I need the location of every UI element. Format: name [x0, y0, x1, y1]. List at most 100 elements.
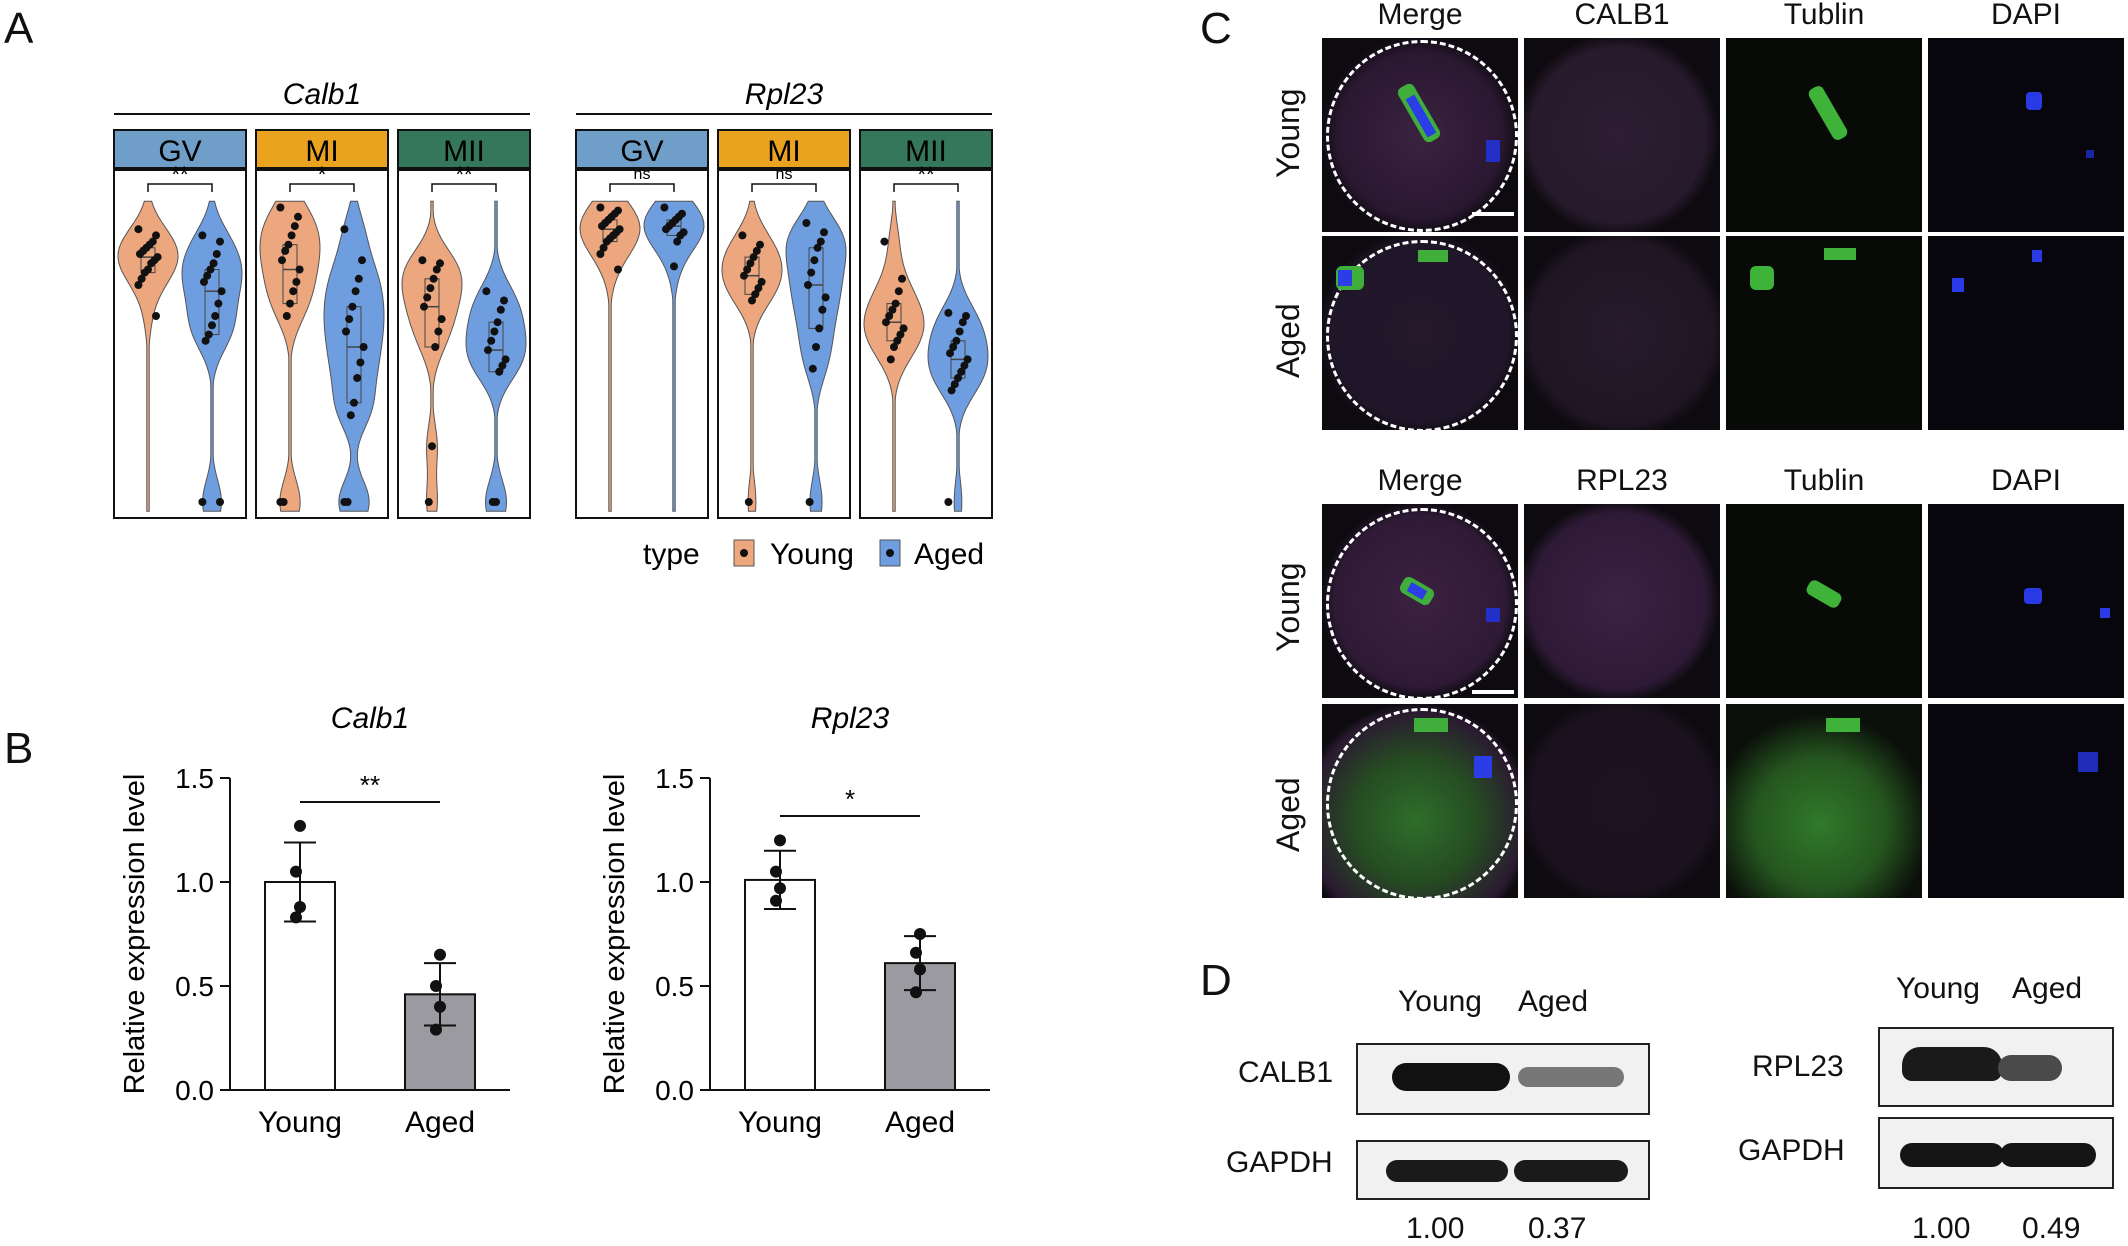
- band-gapdh-right-aged: [2000, 1143, 2096, 1167]
- blot-gapdh-left: [1356, 1140, 1650, 1200]
- dot-young-point: [599, 243, 608, 252]
- blot-left-col-young: Young: [1398, 985, 1482, 1018]
- band-rpl23-young: [1902, 1047, 2002, 1081]
- stage-label-mi: MI: [305, 135, 338, 168]
- micrograph-young-calb1: [1524, 38, 1720, 232]
- micrograph-aged-tublin-2: [1726, 704, 1922, 898]
- blot-right-ratio-aged: 0.49: [2022, 1212, 2081, 1245]
- micrograph-young-dapi: [1928, 38, 2124, 232]
- dot-young-point: [276, 498, 285, 506]
- dot-aged-point: [490, 327, 499, 336]
- dot-aged-point: [944, 308, 953, 317]
- data-point: [434, 948, 446, 961]
- dot-aged-point: [214, 299, 223, 308]
- dot-aged-point: [804, 281, 812, 289]
- sig-label: **: [171, 162, 189, 187]
- data-point: [294, 900, 306, 913]
- stage-strip-mi: [717, 129, 851, 169]
- data-point: [434, 1000, 446, 1013]
- data-point: [290, 911, 302, 924]
- dot-aged-point: [812, 343, 820, 351]
- panel-b-label: B: [4, 724, 34, 773]
- y-axis-label: Relative expression level: [599, 774, 631, 1095]
- col-header-dapi-2: DAPI: [1990, 464, 2062, 497]
- dot-young-point: [290, 222, 299, 231]
- band-rpl23-aged: [1998, 1055, 2062, 1081]
- dot-young-point: [880, 237, 889, 246]
- dot-young-point: [899, 324, 908, 333]
- dot-aged-point: [673, 237, 682, 246]
- dot-young-point: [284, 240, 293, 249]
- dot-aged-point: [354, 274, 363, 283]
- blot-gapdh-right: [1878, 1117, 2114, 1189]
- sig-bracket: [147, 183, 213, 192]
- dot-aged-point: [359, 343, 368, 351]
- qpcr-bar-charts: Calb1 0.0 0.5 1.0 1.5 Relative expression lev…: [119, 702, 990, 1139]
- col-header-rpl23: RPL23: [1576, 464, 1668, 497]
- bar-chart-title: Calb1: [331, 702, 409, 735]
- dot-young-point: [429, 274, 438, 283]
- row-label-aged: Aged: [1270, 303, 1306, 378]
- dot-aged-point: [198, 498, 207, 506]
- dot-young-point: [134, 225, 143, 234]
- dot-aged-point: [198, 231, 207, 240]
- data-point: [914, 963, 926, 976]
- violin-young: [863, 200, 925, 512]
- dot-young-point: [740, 271, 748, 280]
- dot-young-point: [282, 312, 291, 320]
- dot-young-point: [432, 265, 441, 274]
- dot-aged-point: [208, 321, 216, 330]
- panel-d-label: D: [1200, 956, 1232, 1005]
- dot-young-point: [431, 343, 440, 351]
- dot-aged-point: [340, 498, 349, 506]
- dot-aged-point: [501, 355, 510, 364]
- row-label-aged-2: Aged: [1270, 777, 1306, 852]
- dot-aged-point: [949, 343, 958, 351]
- sig-label: *: [318, 162, 327, 187]
- data-point: [770, 865, 782, 878]
- stage-label-mi: MI: [767, 135, 800, 168]
- dot-aged-point: [813, 243, 822, 252]
- dot-aged-point: [952, 336, 961, 345]
- dot-aged-point: [211, 312, 220, 320]
- dot-young-point: [898, 274, 906, 283]
- dot-aged-point: [816, 237, 825, 246]
- dot-aged-point: [670, 262, 678, 271]
- dot-young-point: [424, 498, 433, 506]
- stage-label-gv: GV: [158, 135, 201, 168]
- data-point: [910, 946, 922, 959]
- dot-aged-point: [962, 312, 970, 320]
- dot-aged-point: [958, 318, 967, 327]
- dot-young-point: [614, 265, 622, 274]
- col-header-dapi: DAPI: [1990, 0, 2062, 31]
- dot-aged-point: [944, 498, 953, 506]
- blot-left-ratio-aged: 0.37: [1528, 1212, 1587, 1245]
- dot-young-point: [289, 287, 298, 296]
- panel-a-label: A: [4, 4, 34, 53]
- dot-aged-point: [963, 355, 972, 364]
- dot-young-point: [281, 246, 290, 255]
- dot-aged-point: [482, 287, 491, 296]
- y-tick-label: 0.0: [655, 1075, 694, 1106]
- dot-young-point: [434, 327, 443, 336]
- dot-aged-point: [955, 327, 964, 336]
- micrograph-young-tublin-2: [1726, 504, 1922, 698]
- dot-aged-point: [821, 293, 830, 302]
- legend-label-young: Young: [770, 538, 854, 571]
- dot-aged-point: [358, 256, 366, 265]
- stage-strip-mii: [397, 129, 531, 169]
- dot-young-point: [426, 284, 435, 293]
- dot-aged-point: [340, 225, 349, 234]
- sig-bracket: [751, 183, 817, 192]
- dot-young-point: [423, 293, 432, 302]
- violin-young: [259, 200, 321, 512]
- y-tick-label: 0.0: [175, 1075, 214, 1106]
- micrograph-aged-tublin: [1726, 236, 1922, 430]
- blot-left-ratio-young: 1.00: [1406, 1212, 1465, 1245]
- dot-aged-point: [342, 327, 350, 336]
- stage-strip-mi: [255, 129, 389, 169]
- micrograph-aged-dapi: [1928, 236, 2124, 430]
- col-header-calb1: CALB1: [1574, 0, 1670, 31]
- violin-aged: [181, 200, 243, 512]
- dot-young-point: [134, 281, 143, 289]
